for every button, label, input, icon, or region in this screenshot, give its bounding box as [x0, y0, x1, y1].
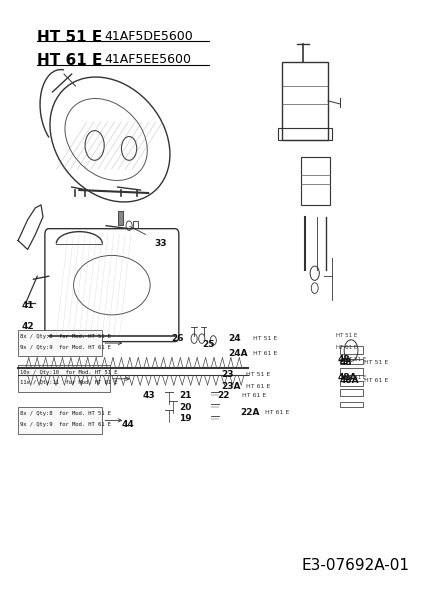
Text: HT 61 E: HT 61 E	[345, 375, 367, 380]
Text: 44: 44	[121, 421, 134, 430]
Text: HT 61 E: HT 61 E	[246, 383, 270, 389]
Text: 33: 33	[154, 239, 167, 248]
Text: 48: 48	[340, 358, 352, 367]
Text: HT 61 E: HT 61 E	[336, 345, 357, 350]
Text: HT 51 E: HT 51 E	[336, 333, 357, 338]
Bar	[340, 359, 363, 364]
Bar	[340, 346, 363, 353]
Text: HT 61 E: HT 61 E	[254, 351, 278, 356]
Text: 25: 25	[202, 340, 214, 349]
Text: 20: 20	[179, 403, 191, 412]
Text: HT 51 E: HT 51 E	[246, 372, 270, 377]
Text: 9x / Qty:9  for Mod. HT 61 E: 9x / Qty:9 for Mod. HT 61 E	[20, 422, 111, 427]
Text: E3-07692A-01: E3-07692A-01	[301, 559, 409, 574]
Text: 41AF5DE5600: 41AF5DE5600	[104, 29, 193, 43]
Text: 8x / Qty:8  for Mod. HT 51 E: 8x / Qty:8 for Mod. HT 51 E	[20, 334, 111, 339]
Text: 9x / Qty:9  for Mod. HT 61 E: 9x / Qty:9 for Mod. HT 61 E	[20, 344, 111, 350]
Text: 48A: 48A	[338, 373, 357, 382]
Text: HT 61 E: HT 61 E	[265, 410, 289, 415]
Text: HT 61 E: HT 61 E	[37, 53, 103, 68]
Text: 22A: 22A	[240, 409, 259, 418]
Text: 10x / Qty:10  for Mod. HT 51 E: 10x / Qty:10 for Mod. HT 51 E	[20, 370, 117, 374]
Bar	[340, 368, 363, 375]
Text: 48A: 48A	[340, 376, 359, 385]
Text: 22: 22	[217, 391, 230, 400]
Bar	[278, 128, 332, 140]
Text: 8x / Qty:8  for Mod. HT 51 E: 8x / Qty:8 for Mod. HT 51 E	[20, 411, 111, 416]
Text: 26: 26	[171, 334, 184, 343]
Bar	[18, 365, 110, 392]
Bar	[18, 407, 102, 434]
Text: 42: 42	[22, 322, 34, 331]
Text: 41: 41	[22, 301, 34, 310]
Bar	[282, 62, 328, 140]
Bar	[117, 211, 123, 224]
Text: 41AF5EE5600: 41AF5EE5600	[104, 53, 191, 67]
Text: HT 51 E: HT 51 E	[254, 336, 278, 341]
Text: HT 61 E: HT 61 E	[365, 378, 389, 383]
Bar	[301, 157, 330, 205]
Text: HT 51 E: HT 51 E	[345, 357, 367, 362]
Text: 19: 19	[179, 415, 192, 424]
Bar	[18, 330, 102, 356]
Text: 48: 48	[338, 355, 350, 364]
Text: HT 51 E: HT 51 E	[37, 29, 103, 44]
Text: 21: 21	[179, 391, 191, 400]
Bar	[133, 221, 137, 228]
Bar	[340, 381, 363, 386]
Text: 24A: 24A	[229, 349, 248, 358]
Text: 11x / Qty:11  for Mod. HT 61 E: 11x / Qty:11 for Mod. HT 61 E	[20, 380, 117, 385]
Bar	[340, 389, 363, 397]
Text: 43: 43	[142, 391, 155, 400]
Bar	[340, 402, 363, 407]
Text: HT 61 E: HT 61 E	[242, 392, 266, 398]
Text: 23A: 23A	[221, 382, 240, 391]
Text: HT 51 E: HT 51 E	[365, 360, 389, 365]
Text: 24: 24	[229, 334, 241, 343]
Text: 23: 23	[221, 370, 234, 379]
